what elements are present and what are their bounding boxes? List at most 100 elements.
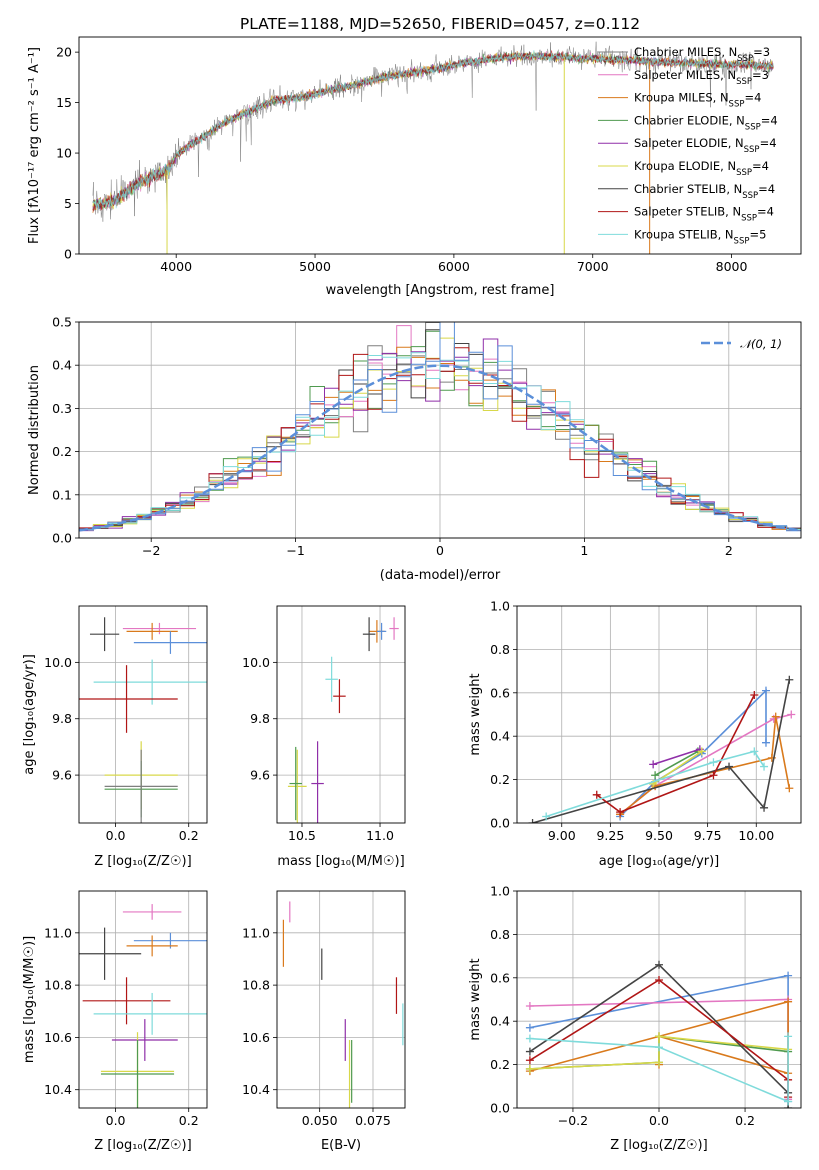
weight-line (529, 1036, 789, 1103)
plot-area (282, 901, 404, 1108)
y-tick-label: 10.8 (242, 978, 270, 993)
spectrum-line (92, 50, 774, 211)
axes-frame (78, 36, 802, 255)
y-tick-label: 0.2 (490, 772, 510, 787)
y-tick-label: 10.4 (44, 1082, 72, 1097)
y-tick-label: 0.4 (490, 729, 510, 744)
plot-area (525, 960, 793, 1108)
x-tick-label: 9.25 (596, 828, 624, 843)
legend-suffix: =3 (753, 45, 770, 59)
histogram-step (79, 322, 801, 532)
x-tick-label: 4000 (160, 259, 192, 274)
weight-marker (697, 747, 706, 756)
weight-marker (616, 808, 625, 817)
x-axis-label: (data-model)/error (380, 568, 501, 583)
x-tick-label: 0.2 (179, 828, 199, 843)
x-tick-label: −0.2 (558, 1113, 588, 1128)
weight-marker (655, 960, 663, 969)
x-tick-label: 8000 (716, 259, 748, 274)
panel-mass_vs_Z: 0.0 0.2 10.4 10.6 10.8 11.0 Z [log₁₀(Z/Z☉)] mas… (22, 890, 208, 1153)
weight-marker (592, 790, 601, 799)
x-tick-label: 0.2 (179, 1113, 199, 1128)
y-tick-label: 9.6 (250, 768, 270, 783)
y-tick-label: 0.4 (490, 1014, 510, 1029)
legend-subscript: SSP (736, 77, 752, 87)
weight-marker (528, 819, 537, 823)
y-tick-label: 1.0 (490, 884, 510, 899)
legend-text: Salpeter ELODIE, N (634, 136, 744, 150)
figure-title: PLATE=1188, MJD=52650, FIBERID=0457, z=0… (240, 15, 640, 33)
legend-suffix: =3 (752, 68, 769, 82)
y-tick-label: 0.1 (52, 487, 72, 502)
y-tick-label: 0.2 (52, 444, 72, 459)
weight-marker (760, 803, 769, 812)
legend-subscript: SSP (729, 100, 745, 110)
panel-weight_vs_age: 9.00 9.25 9.50 9.75 10.00 0.0 0.2 0.4 0.6 0.8 1.0 a… (468, 599, 802, 869)
weight-marker (785, 675, 794, 684)
y-tick-label: 11.0 (242, 925, 270, 940)
y-tick-label: 1.0 (490, 599, 510, 614)
y-tick-label: 10.0 (242, 655, 270, 670)
y-tick-label: 0.0 (52, 531, 72, 546)
x-axis-label: Z [log₁₀(Z/Z☉)] (610, 1138, 707, 1153)
x-tick-label: 11.0 (366, 828, 394, 843)
x-tick-label: 1 (580, 543, 588, 558)
legend-suffix: =4 (760, 136, 777, 150)
x-tick-label: 9.50 (645, 828, 673, 843)
legend-suffix: =4 (758, 182, 775, 196)
x-tick-label: 10.5 (288, 828, 316, 843)
y-tick-label: 10.8 (44, 978, 72, 993)
weight-marker (784, 1097, 793, 1106)
legend-label: Chabrier ELODIE, NSSP=4 (634, 113, 778, 132)
weight-marker (750, 747, 759, 756)
weight-marker (525, 1064, 534, 1073)
x-tick-label: 6000 (438, 259, 470, 274)
y-tick-label: 0.4 (52, 358, 72, 373)
panel-weight_vs_Z: −0.2 0.0 0.2 0.0 0.2 0.4 0.6 0.8 1.0 Z [log₁₀(Z/Z… (468, 884, 802, 1153)
legend-text: Kroupa STELIB, N (634, 227, 734, 241)
y-axis-label: Normed distribution (27, 365, 42, 495)
legend-label: Chabrier MILES, NSSP=3 (634, 45, 770, 64)
y-axis-label: age [log₁₀(age/yr)] (22, 654, 37, 775)
legend-label: Kroupa ELODIE, NSSP=4 (634, 159, 769, 178)
weight-marker (525, 1034, 534, 1043)
y-axis-label: mass weight (468, 673, 483, 755)
legend-text: Kroupa ELODIE, N (634, 159, 736, 173)
weight-marker (787, 710, 796, 719)
x-axis-label: age [log₁₀(age/yr)] (599, 854, 720, 869)
x-axis-label: Z [log₁₀(Z/Z☉)] (94, 854, 191, 869)
weight-marker (651, 771, 660, 780)
weight-marker (785, 784, 794, 793)
x-tick-label: 9.00 (548, 828, 576, 843)
x-axis-label: E(B-V) (321, 1138, 361, 1153)
x-tick-label: 7000 (577, 259, 609, 274)
y-tick-label: 11.0 (44, 925, 72, 940)
y-tick-label: 10.6 (44, 1030, 72, 1045)
y-tick-label: 0.8 (490, 642, 510, 657)
legend-suffix: =4 (752, 159, 769, 173)
x-tick-label: 0.0 (106, 828, 126, 843)
legend-subscript: SSP (741, 214, 757, 224)
axes-frame (78, 321, 802, 539)
y-tick-label: 20 (56, 45, 72, 60)
x-tick-label: 5000 (299, 259, 331, 274)
weight-marker (709, 758, 718, 767)
weight-marker (542, 812, 551, 821)
weight-marker (655, 1043, 663, 1052)
normal-curve (79, 364, 801, 532)
x-tick-label: 0.050 (302, 1113, 338, 1128)
axes-frame (516, 605, 802, 824)
axes-frame (78, 605, 208, 824)
weight-line (652, 748, 701, 766)
weight-line (545, 750, 765, 818)
x-tick-label: 10.00 (738, 828, 774, 843)
weight-marker (760, 762, 769, 771)
legend-suffix: =4 (744, 91, 761, 105)
y-tick-label: 0.6 (490, 970, 510, 985)
histogram-step (79, 352, 801, 531)
y-tick-label: 10.0 (44, 655, 72, 670)
weight-marker (525, 1047, 534, 1056)
x-tick-label: 0.2 (735, 1113, 755, 1128)
legend-label: Salpeter STELIB, NSSP=4 (634, 205, 774, 224)
